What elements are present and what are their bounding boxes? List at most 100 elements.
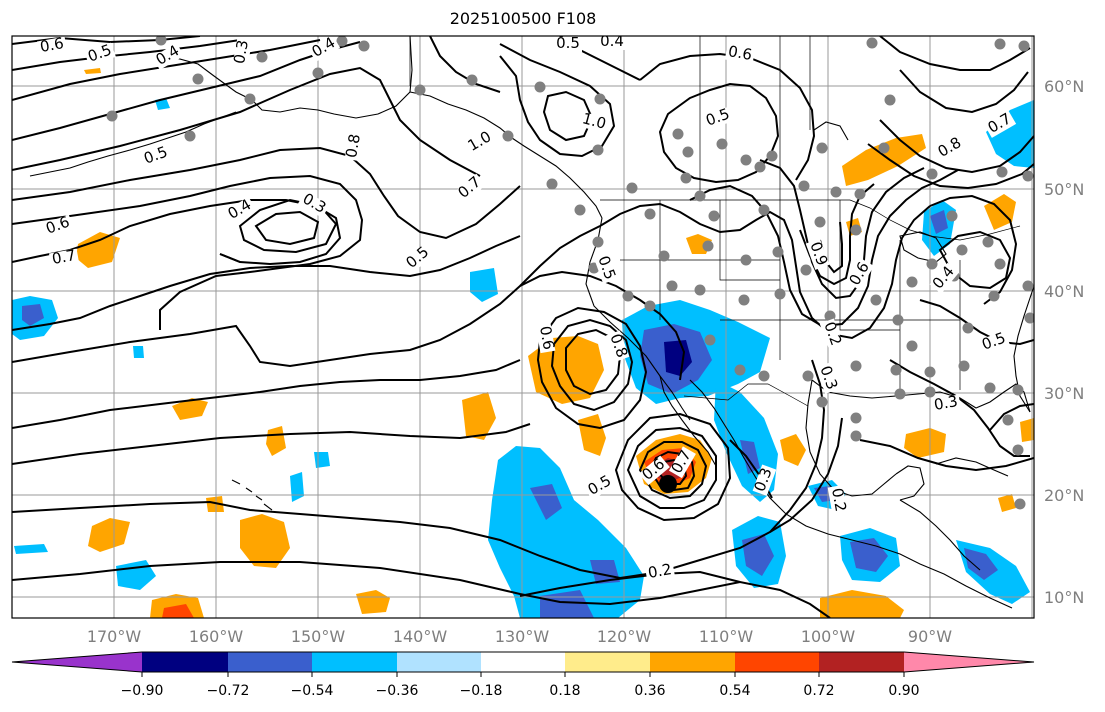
alaska-coast [159,36,413,119]
colorbar-under-triangle [12,652,142,672]
west-coast-us [585,217,691,421]
negative-anomaly-region [740,440,760,474]
contour-line [219,198,338,263]
latitude-label: 30°N [1044,384,1084,403]
positive-anomaly-region [266,426,286,456]
contour-label-background [402,243,434,274]
colorbar-tick-label: 0.36 [634,683,665,699]
colorbar-swatch [819,652,904,672]
colorbar-tick-label: −0.90 [121,683,164,699]
contour-line [499,43,616,158]
contour-line [879,36,1031,71]
negative-anomaly-region [14,544,48,554]
negative-anomaly-region [470,268,498,302]
contour-label-background [152,42,185,70]
colorbar-tick-label: 0.54 [719,683,750,699]
contour-label-background [605,330,630,362]
positive-anomaly-region [88,518,130,552]
colorbar-tick-label: −0.18 [460,683,503,699]
contour-line [789,359,826,511]
great-lakes [899,231,947,263]
contour-label-background [598,36,626,50]
contour-line [519,570,741,597]
colorbar-swatches [12,652,1034,672]
gulf-coast [811,379,1031,413]
negative-anomaly-region [530,484,562,520]
contour-label-background [554,37,582,52]
contour-line [938,230,1012,290]
contour-label-background [140,144,172,169]
contour-label-background [593,252,618,284]
observation-stations [106,36,1034,510]
contour-label-background [984,110,1017,138]
contour-line [12,146,521,240]
negative-anomaly-region [314,452,330,468]
us-mexico-border [683,383,809,407]
contour-label-background [535,322,556,354]
contour-line [658,82,780,184]
contour-line [12,235,521,331]
colorbar-swatch [142,652,228,672]
cuba [935,457,1009,477]
contour-label-background [224,196,257,224]
colorbar-tick-label: −0.36 [376,683,419,699]
contour-label-background [464,128,497,156]
longitude-label: 110°W [699,627,754,646]
colorbar-swatch [312,652,397,672]
positive-anomaly-region [162,604,194,618]
contour-label-background [308,36,341,62]
contour-line [639,52,816,181]
positive-anomaly-region [780,434,806,466]
contour-label-background [454,173,486,204]
contour-label-background [702,106,734,131]
alaska-panhandle [409,91,603,219]
colorbar-swatch [735,652,819,672]
positive-anomaly-region [998,494,1016,512]
colorbar-swatch [228,652,312,672]
map-frame [11,35,1035,619]
positive-anomaly-region [76,232,120,268]
colorbar-swatch [650,652,735,672]
contour-label-background [48,248,80,269]
storm-center-marker [659,475,677,493]
contour-label: 0.8 [342,133,364,160]
positive-anomaly-region [356,590,390,614]
colorbar-tick-label: 0.18 [549,683,580,699]
longitude-label: 150°W [291,627,346,646]
contour-line [12,199,342,266]
contour-label-background [846,258,874,291]
contour-line [429,36,501,93]
contour-label-background [584,472,617,500]
latitude-labels: 60°N 50°N 40°N 30°N 20°N 10°N [1044,77,1084,607]
contour-label-background [934,134,967,162]
gulf-of-california [689,379,735,441]
longitude-label: 160°W [189,627,244,646]
contour-line [12,36,201,45]
contour-line [12,359,521,429]
contour-line [12,561,831,618]
contour-line [565,328,622,396]
map-panel: 0.6 0.5 0.4 0.3 0.4 0.5 0.40.61.0 0.50.8 1.00.50… [11,32,1035,619]
yucatan [895,465,925,501]
contour-label-background [724,44,756,65]
contour-label-background [644,562,676,583]
contour-line [929,194,1018,305]
contour-label-background [805,238,830,270]
colorbar-over-triangle [904,652,1034,672]
negative-anomaly-region [133,346,144,358]
contour-label-background [36,36,68,57]
longitude-label: 90°W [908,627,952,646]
negative-anomaly-region [742,534,774,576]
contour-line [638,441,708,500]
latitude-label: 20°N [1044,486,1084,505]
contour-line [769,417,843,533]
contour-label: 0.4 [600,32,624,50]
contour-line [919,299,1034,346]
shaded-anomalies [12,68,1034,618]
contour-lines [12,36,1034,618]
contour-label-background [978,330,1010,355]
contour-line [626,426,717,509]
contour-line [867,143,1034,190]
negative-anomaly-region [930,210,948,234]
contour-label: 0.6 [39,34,66,56]
